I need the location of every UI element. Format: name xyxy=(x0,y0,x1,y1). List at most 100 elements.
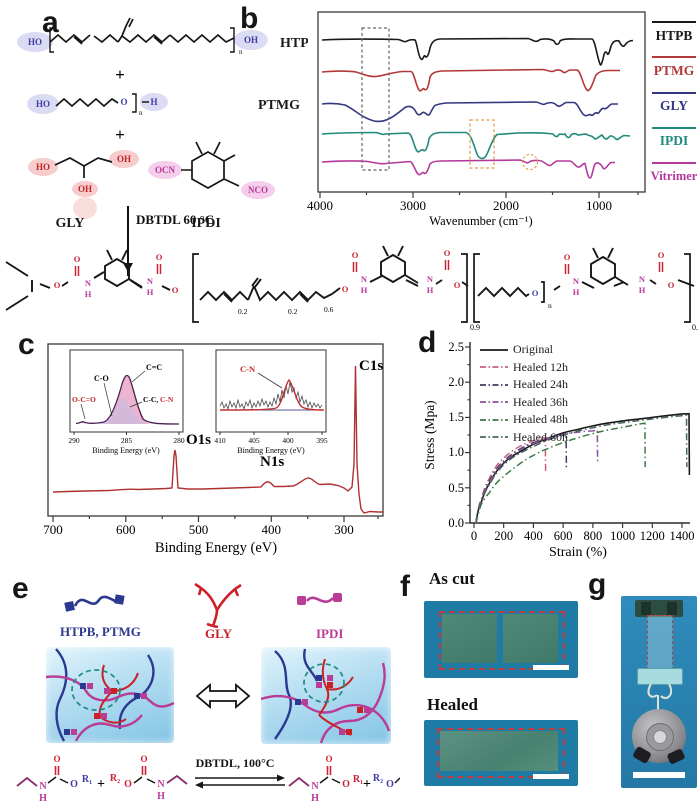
xps-co-label: C-O xyxy=(94,374,109,383)
ipdi-label: IPDI xyxy=(191,216,221,231)
scale-bar-f1 xyxy=(533,665,569,670)
plus-1: + xyxy=(115,65,125,84)
ptmg-label: PTMG xyxy=(258,98,300,113)
inset2-tick-410: 410 xyxy=(214,436,226,445)
polymer-sub-2: 0.2 xyxy=(288,307,298,316)
rxn-o: O xyxy=(70,779,78,790)
healed-piece xyxy=(440,731,558,771)
ss-xtick-400: 400 xyxy=(524,529,543,543)
inset1-tick-290: 290 xyxy=(68,436,80,445)
reactant-2: R₂ O O N H xyxy=(110,754,188,802)
xps-inset-n1s: C-N 410 405 400 395 Binding Energy (eV) xyxy=(214,349,328,455)
polymer-o: O xyxy=(156,252,163,262)
panel-d-label: d xyxy=(418,326,437,359)
ipdi-ocn: OCN xyxy=(155,165,176,175)
ss-xtick-1400: 1400 xyxy=(670,529,695,543)
ftir-xtick-1000: 1000 xyxy=(586,198,612,213)
motor-hub xyxy=(653,730,667,744)
equilibrium-arrows: DBTDL, 100°C xyxy=(195,756,285,789)
ss-legend-48h-label: Healed 48h xyxy=(513,412,568,427)
ftir-legend: HTPB PTMG GLY IPDI Vitrimer xyxy=(651,21,698,183)
polymer-product-structure: O O O O O O O O O O O O N H N H N H N H … xyxy=(5,245,698,332)
reactant-1: N H O O R₁ xyxy=(16,754,92,804)
htpb-oh: OH xyxy=(244,35,258,45)
polymer-n: N xyxy=(427,274,434,284)
ss-legend-60h: Healed 60h xyxy=(479,430,568,444)
ss-ytick-25: 2.5 xyxy=(448,340,464,354)
polymer-o: O xyxy=(342,284,349,294)
ss-legend-original: Original xyxy=(479,342,568,356)
ftir-xtick-2000: 2000 xyxy=(493,198,519,213)
ss-legend-original-label: Original xyxy=(513,342,553,356)
healed-outline xyxy=(437,728,565,778)
ss-ytick-05: 0.5 xyxy=(448,481,464,495)
motor-contact-left xyxy=(632,745,652,765)
ss-ytick-00: 0.0 xyxy=(448,516,464,530)
polymer-n: N xyxy=(361,274,368,284)
ss-ticks xyxy=(465,346,683,528)
crosslink-markers xyxy=(64,683,147,735)
ss-xlabel: Strain (%) xyxy=(549,545,607,560)
inset1-tick-285: 285 xyxy=(121,436,133,445)
polymer-sub-1: 0.2 xyxy=(238,307,248,316)
healed-photo xyxy=(424,720,578,786)
xps-cn-label: C-N xyxy=(160,395,174,404)
polymer-o: O xyxy=(668,280,675,290)
inset2-tick-395: 395 xyxy=(316,436,328,445)
xps-inset-c1s: O-C=O C-O C=C C-C, C-N 290 285 280 Bindi… xyxy=(68,349,185,455)
product-2: R₂ O xyxy=(373,773,400,790)
rxn-r2: R₂ xyxy=(373,773,383,784)
binder-clip xyxy=(637,668,683,685)
ftir-annotation-oh-box xyxy=(361,27,390,171)
gly-icon xyxy=(194,582,242,628)
reaction-arrow-down xyxy=(122,206,133,276)
inset1-tick-280: 280 xyxy=(173,436,185,445)
polymer-sub-09: 0.9 xyxy=(470,323,480,332)
plus-2: + xyxy=(115,125,125,144)
xps-x-ticks xyxy=(52,516,379,522)
scale-bar-f2 xyxy=(533,774,569,779)
htpb-ho: HO xyxy=(28,37,42,47)
ss-ytick-20: 2.0 xyxy=(448,375,464,389)
ss-curve-12h xyxy=(475,436,547,524)
xps-n1s-cn-label: C-N xyxy=(240,364,256,374)
healed-label: Healed xyxy=(427,695,478,714)
ss-xtick-200: 200 xyxy=(494,529,513,543)
polymer-o: O xyxy=(74,254,81,264)
ss-legend-12h-label: Healed 12h xyxy=(513,359,568,374)
ss-legend-24h-label: Healed 24h xyxy=(513,377,568,392)
xps-n1s-noise xyxy=(219,381,323,411)
scale-bar-g xyxy=(633,772,685,778)
ftir-trace-ipdi xyxy=(321,131,631,160)
gly-label-e: GLY xyxy=(205,626,232,641)
polymer-backbone xyxy=(5,261,695,311)
ftir-annotation-co-circle xyxy=(521,153,539,171)
rxn-plus-1: + xyxy=(97,777,105,792)
panel-c-label: c xyxy=(18,328,35,361)
xps-n1s-fit xyxy=(219,379,325,411)
crosslink-markers xyxy=(295,675,370,735)
xps-cc-label: C-C, xyxy=(143,395,158,404)
polymer-o: O xyxy=(454,280,461,290)
ftir-trace-ptmg xyxy=(321,68,620,92)
rxn-r2: R₂ xyxy=(110,773,120,784)
ptmg-n-sub: n xyxy=(139,109,143,117)
soft-segment-icon xyxy=(64,594,125,612)
htpb-n-sub: n xyxy=(239,48,243,56)
panel-a-monomer-scheme: HO n OH HTPB + HO O n H PTMG + xyxy=(17,17,308,231)
ftir-trace-htpb xyxy=(321,37,634,66)
ftir-xtick-3000: 3000 xyxy=(400,198,426,213)
ss-ytick-15: 1.5 xyxy=(448,410,464,424)
exchange-circle-before xyxy=(71,669,121,711)
device-photo xyxy=(621,596,697,788)
polymer-h: H xyxy=(639,285,646,295)
rxn-o: O xyxy=(386,779,394,790)
as-cut-outline xyxy=(439,611,565,670)
rxn-n: N xyxy=(39,781,47,792)
ss-curve-48h xyxy=(475,422,646,524)
soft-segment-label: HTPB, PTMG xyxy=(60,624,141,639)
rxn-condition: DBTDL, 100°C xyxy=(196,756,275,770)
rxn-o: O xyxy=(124,779,132,790)
inset2-tick-405: 405 xyxy=(248,436,260,445)
polymer-o-ether: O xyxy=(532,288,539,298)
